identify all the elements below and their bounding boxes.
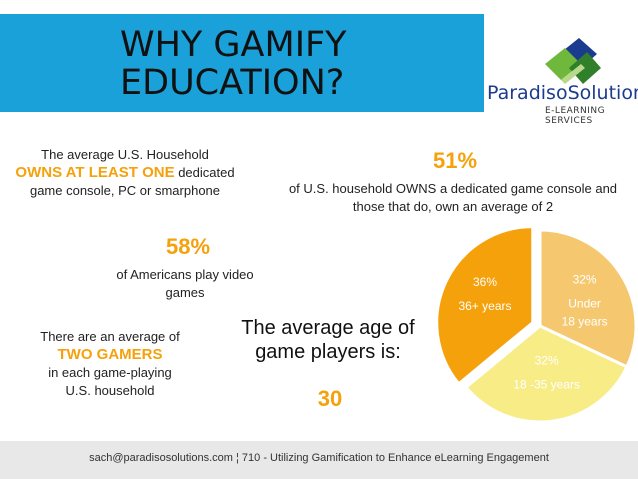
logo-brand-bold: Paradiso — [487, 82, 568, 104]
pie-category-label-1: 18 -35 years — [513, 377, 580, 391]
pie-value-label-1: 32% — [535, 353, 559, 367]
stat-two-gamers: There are an average of TWO GAMERS in ea… — [20, 328, 200, 400]
footer-text: sach@paradisosolutions.com ¦ 710 - Utili… — [89, 452, 549, 464]
stat2-number: 51% — [432, 148, 478, 173]
stat4-line3: in each game-playing — [48, 365, 172, 380]
footer-bar — [0, 441, 638, 479]
pie-slice-2 — [435, 226, 535, 386]
pie-value-label-2: 36% — [473, 275, 497, 289]
page-title: WHY GAMIFY EDUCATION? — [120, 26, 480, 102]
average-age-text: The average age of game players is: — [241, 317, 415, 363]
stat1-line3: game console, PC or smarphone — [29, 183, 221, 198]
pie-category-label-0-2: 18 years — [562, 315, 608, 329]
stat1-line2: OWNS AT LEAST ONE dedicated — [0, 164, 250, 182]
stat4-line1: There are an average of — [40, 329, 180, 344]
pie-value-label-0: 32% — [573, 273, 597, 287]
stat1-line1: The average U.S. Household — [41, 147, 209, 162]
stat1-line2-rest: dedicated — [174, 165, 235, 180]
stat2-text: of U.S. household OWNS a dedicated game … — [288, 181, 618, 214]
average-age-number: 30 — [317, 386, 343, 411]
pie-slice-1 — [463, 324, 629, 424]
stat4-highlight: TWO GAMERS — [57, 346, 163, 363]
logo-wordmark: ParadisoSolutions — [487, 82, 638, 104]
logo-brand-rest: Solutions — [567, 82, 638, 104]
stat3-text: of Americans play video games — [116, 267, 254, 300]
stat4-line4: U.S. household — [65, 383, 155, 398]
title-line-1: WHY GAMIFY — [120, 25, 347, 65]
header-band — [0, 14, 484, 112]
logo-tagline: E-LEARNING SERVICES — [545, 106, 606, 126]
stat3-number: 58% — [165, 234, 211, 259]
pie-slice-0 — [538, 228, 638, 369]
pie-category-label-0: Under — [568, 297, 601, 311]
stat-household-devices: The average U.S. Household OWNS AT LEAST… — [0, 146, 250, 200]
pie-category-label-2: 36+ years — [458, 299, 511, 313]
age-pie-chart: 32% Under 18 years 32% 18 -35 years 36% 36+ ye… — [435, 226, 638, 424]
stat1-highlight: OWNS AT LEAST ONE — [15, 164, 175, 181]
paradiso-logo-icon — [545, 38, 601, 84]
title-line-2: EDUCATION? — [120, 63, 345, 103]
